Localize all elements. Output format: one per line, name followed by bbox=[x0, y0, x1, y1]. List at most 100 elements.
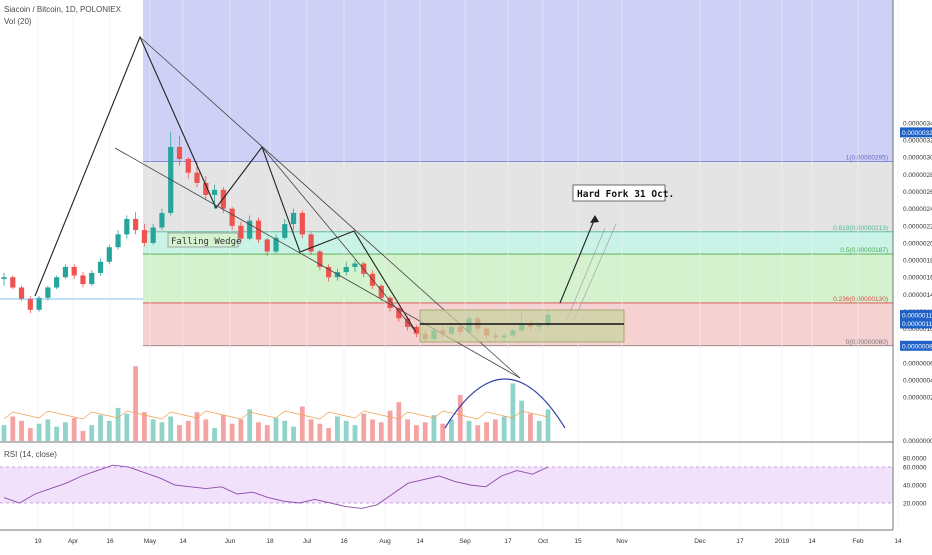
x-tick-label: 17 bbox=[504, 538, 512, 545]
y-tick-label: 0.00000340 bbox=[903, 120, 932, 127]
y-tick-label: 0.00000060 bbox=[903, 360, 932, 367]
volume-bar bbox=[317, 423, 323, 441]
candle bbox=[343, 266, 349, 273]
volume-bar bbox=[177, 425, 182, 441]
x-tick-label: Dec bbox=[694, 538, 706, 545]
candle bbox=[352, 263, 358, 267]
volume-bar bbox=[54, 426, 60, 441]
y-tick-label: 0.00000240 bbox=[903, 206, 932, 213]
candle bbox=[203, 182, 209, 195]
rsi-tick-label: 20.0000 bbox=[903, 501, 927, 508]
rsi-line bbox=[3, 464, 549, 509]
x-tick-label: 14 bbox=[416, 538, 424, 545]
candle bbox=[124, 218, 130, 235]
volume-label: Vol (20) bbox=[4, 17, 32, 26]
x-tick-label: Oct bbox=[538, 538, 548, 545]
volume-bar bbox=[273, 417, 279, 441]
y-tick-label: 0.00000020 bbox=[903, 395, 932, 402]
candle bbox=[194, 172, 200, 183]
rsi-band bbox=[0, 467, 893, 503]
volume-bar bbox=[27, 428, 33, 441]
y-tick-label: 0.00000260 bbox=[903, 189, 932, 196]
volume-bar bbox=[387, 410, 393, 441]
volume-bar bbox=[19, 420, 24, 441]
price-tag bbox=[900, 127, 932, 138]
volume-bar bbox=[124, 413, 130, 441]
projection-arrow bbox=[565, 227, 606, 323]
y-tick-label: 0.00000220 bbox=[903, 223, 932, 230]
candle bbox=[326, 266, 332, 278]
candle bbox=[150, 227, 156, 243]
candle bbox=[54, 277, 60, 288]
rsi-tick-label: 40.0000 bbox=[903, 483, 927, 490]
candle bbox=[247, 220, 253, 239]
candle bbox=[141, 230, 147, 243]
volume-bar bbox=[492, 419, 498, 441]
x-tick-label: May bbox=[144, 538, 157, 545]
x-tick-label: 17 bbox=[736, 538, 744, 545]
volume-bar bbox=[106, 420, 112, 441]
volume-bar bbox=[150, 419, 156, 441]
volume-bar bbox=[457, 394, 463, 441]
price-tag-label: 0.00000114 bbox=[902, 321, 932, 328]
candle bbox=[159, 212, 165, 228]
candle bbox=[1, 277, 7, 279]
volume-bar bbox=[413, 425, 419, 441]
candle bbox=[176, 146, 183, 159]
candle bbox=[273, 237, 279, 252]
volume-bar bbox=[352, 425, 358, 441]
volume-bar bbox=[80, 430, 86, 441]
volume-bar bbox=[378, 422, 384, 441]
candle bbox=[229, 208, 235, 226]
price-tag bbox=[900, 340, 932, 351]
x-tick-label: 14 bbox=[894, 538, 902, 545]
volume-bar bbox=[475, 425, 481, 441]
volume-bar bbox=[510, 383, 516, 441]
candle bbox=[115, 234, 121, 248]
volume-bar bbox=[545, 409, 551, 441]
x-tick-label: Jul bbox=[303, 538, 312, 545]
y-tick-label: 0.00000200 bbox=[903, 240, 932, 247]
candle bbox=[238, 225, 244, 239]
x-tick-label: 18 bbox=[266, 538, 274, 545]
volume-bar bbox=[501, 416, 507, 441]
falling-wedge-label-box bbox=[167, 232, 239, 248]
candle bbox=[10, 277, 16, 288]
candle bbox=[264, 239, 270, 252]
volume-bar bbox=[247, 409, 253, 441]
candle bbox=[378, 285, 384, 298]
x-tick-label: Aug bbox=[379, 538, 391, 545]
fib-label: 0.236(0.00000130) bbox=[833, 296, 888, 303]
hard-fork-label: Hard Fork 31 Oct. bbox=[577, 189, 674, 200]
price-tag-label: 0.00000080 bbox=[902, 343, 932, 350]
candle bbox=[71, 266, 77, 276]
x-tick-label: Apr bbox=[68, 538, 79, 545]
fib-label: 0.618(0.00000213) bbox=[833, 225, 888, 232]
symbol-title: Siacoin / Bitcoin, 1D, POLONIEX bbox=[4, 5, 121, 14]
candle bbox=[106, 247, 112, 262]
volume-bar bbox=[484, 422, 489, 441]
fib-band-05 bbox=[143, 254, 893, 303]
price-tag-label: 0.00000114 bbox=[902, 312, 932, 319]
fib-band-1 bbox=[143, 161, 893, 232]
y-tick-label: 0.00000280 bbox=[903, 172, 932, 179]
volume-ma-line bbox=[3, 410, 549, 420]
candle bbox=[18, 287, 25, 299]
candle bbox=[211, 189, 218, 195]
volume-bar bbox=[536, 420, 542, 441]
candle bbox=[405, 318, 411, 327]
candle bbox=[62, 266, 69, 278]
volume-bar bbox=[45, 419, 51, 441]
volume-bar bbox=[326, 428, 332, 441]
volume-bar bbox=[1, 425, 7, 441]
volume-bar bbox=[299, 406, 305, 441]
y-tick-label: 0.00000100 bbox=[903, 326, 932, 333]
volume-bar bbox=[396, 402, 402, 441]
volume-bar bbox=[115, 407, 121, 441]
volume-bar bbox=[212, 428, 217, 441]
candle bbox=[308, 234, 314, 252]
rsi-label: RSI (14, close) bbox=[4, 450, 57, 459]
